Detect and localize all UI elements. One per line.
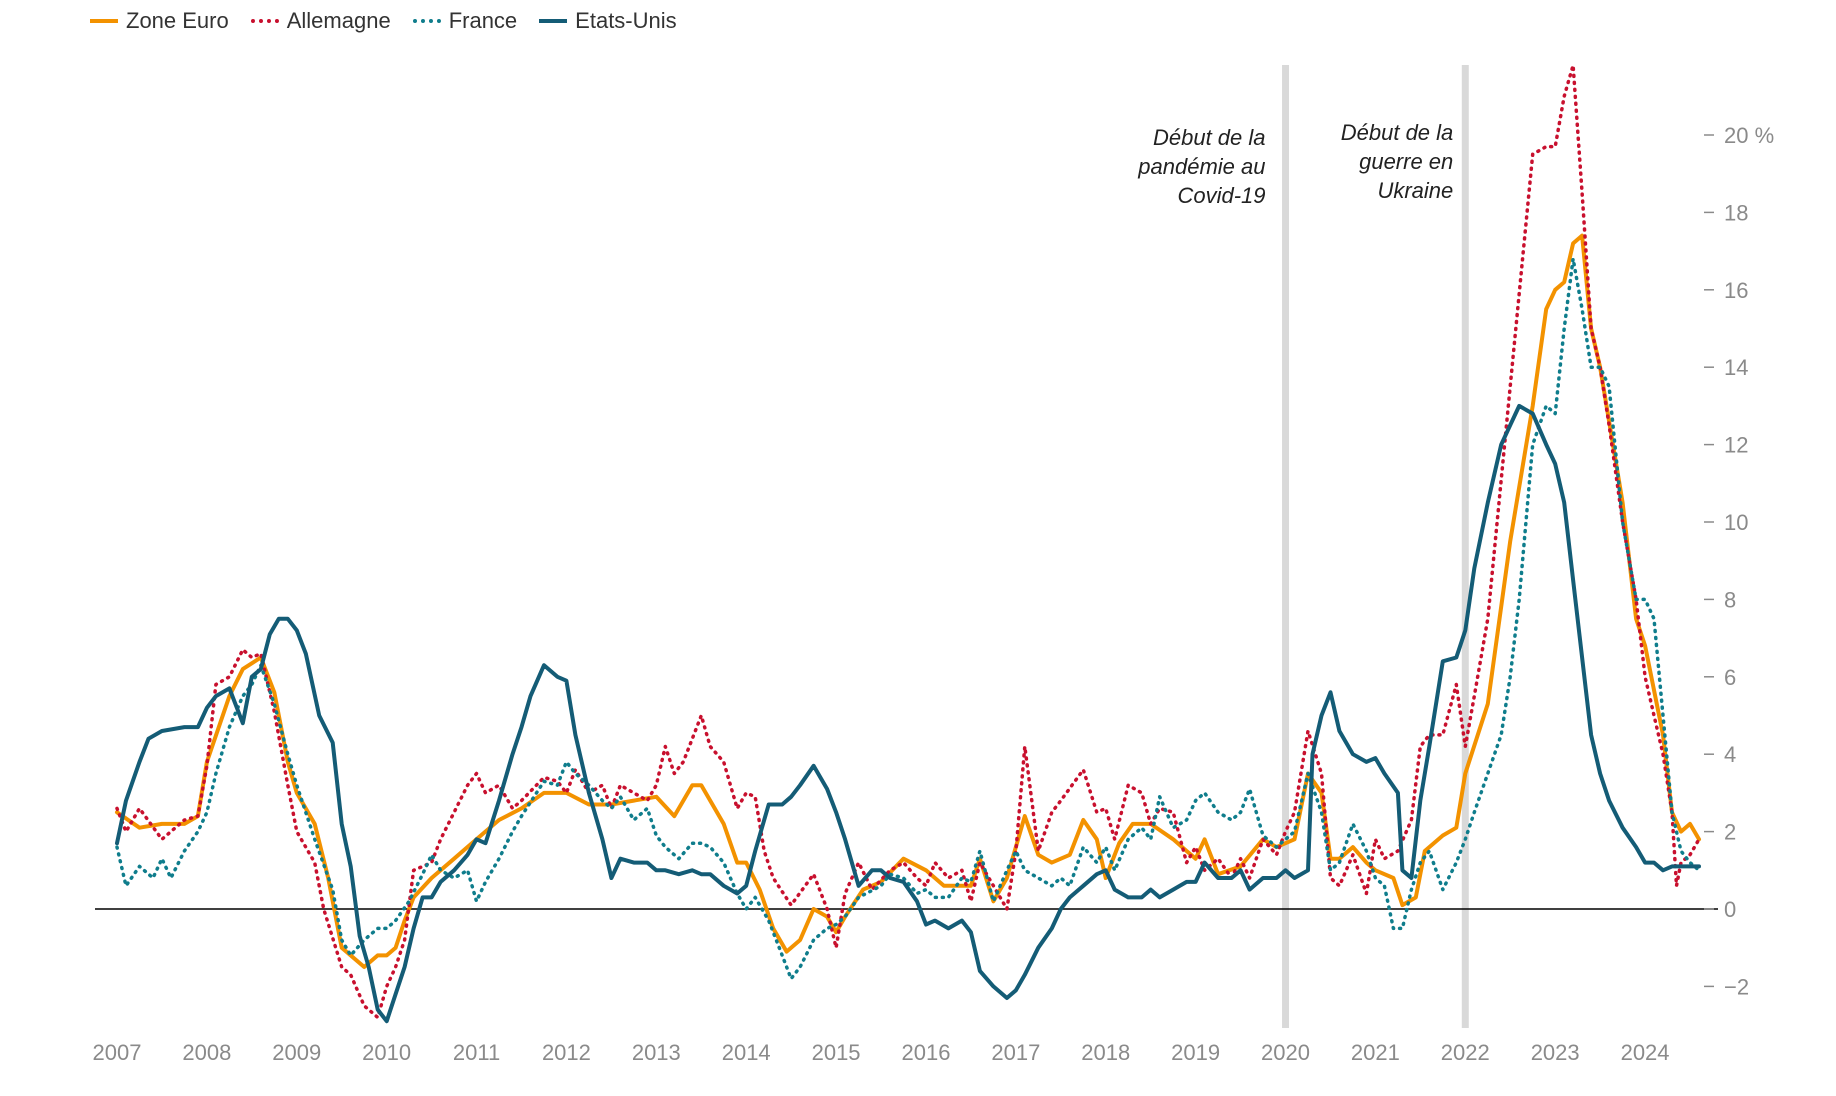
x-tick-label: 2022 bbox=[1441, 1040, 1490, 1065]
legend: Zone Euro Allemagne France Etats-Unis bbox=[90, 8, 677, 34]
y-tick-label: 6 bbox=[1724, 665, 1736, 690]
legend-swatch bbox=[412, 19, 441, 23]
legend-label: France bbox=[448, 8, 518, 33]
x-tick-label: 2012 bbox=[542, 1040, 591, 1065]
legend-item: France bbox=[412, 8, 518, 34]
series-line-allemagne bbox=[115, 63, 1701, 1020]
annotation-line-text: Début de la bbox=[1153, 125, 1266, 150]
legend-label: Etats-Unis bbox=[575, 8, 677, 33]
annotation-line-text: Début de la bbox=[1341, 120, 1454, 145]
x-tick-label: 2011 bbox=[453, 1040, 500, 1065]
y-tick-label: 20 % bbox=[1724, 123, 1774, 148]
x-tick-label: 2009 bbox=[272, 1040, 321, 1065]
annotation-text-1: Début de la guerre en Ukraine bbox=[1341, 120, 1454, 203]
x-tick-label: 2019 bbox=[1171, 1040, 1220, 1065]
y-tick-label: 16 bbox=[1724, 278, 1748, 303]
y-tick-label: 4 bbox=[1724, 742, 1736, 767]
y-tick-label: 14 bbox=[1724, 355, 1748, 380]
y-tick-label: 0 bbox=[1724, 897, 1736, 922]
legend-swatch bbox=[90, 19, 118, 23]
legend-item: Allemagne bbox=[250, 8, 391, 34]
annotation-line-text: pandémie au bbox=[1137, 154, 1265, 179]
x-tick-label: 2018 bbox=[1081, 1040, 1130, 1065]
y-tick-label: 8 bbox=[1724, 587, 1736, 612]
annotation-line-text: Ukraine bbox=[1377, 178, 1453, 203]
legend-swatch bbox=[539, 19, 568, 23]
legend-label: Allemagne bbox=[286, 8, 391, 33]
x-tick-label: 2013 bbox=[632, 1040, 681, 1065]
annotation-line-text: Covid-19 bbox=[1177, 183, 1265, 208]
y-tick-label: 10 bbox=[1724, 510, 1748, 535]
y-tick-label: −2 bbox=[1724, 974, 1749, 999]
series-line-etats-unis bbox=[115, 403, 1701, 1024]
x-tick-label: 2016 bbox=[901, 1040, 950, 1065]
y-tick-label: 12 bbox=[1724, 433, 1748, 458]
x-tick-label: 2007 bbox=[93, 1040, 142, 1065]
y-tick-label: 18 bbox=[1724, 200, 1748, 225]
annotation-text-0: Début de la pandémie au Covid-19 bbox=[1137, 125, 1265, 208]
x-tick-label: 2014 bbox=[722, 1040, 771, 1065]
annotation-line-text: guerre en bbox=[1359, 149, 1453, 174]
x-tick-label: 2008 bbox=[182, 1040, 231, 1065]
x-tick-label: 2010 bbox=[362, 1040, 411, 1065]
x-tick-label: 2017 bbox=[991, 1040, 1040, 1065]
x-tick-label: 2021 bbox=[1351, 1040, 1400, 1065]
legend-item: Zone Euro bbox=[90, 8, 229, 34]
x-tick-label: 2020 bbox=[1261, 1040, 1310, 1065]
legend-item: Etats-Unis bbox=[539, 8, 677, 34]
x-tick-label: 2023 bbox=[1531, 1040, 1580, 1065]
legend-swatch bbox=[250, 19, 279, 23]
x-tick-label: 2015 bbox=[812, 1040, 861, 1065]
legend-label: Zone Euro bbox=[126, 8, 229, 33]
y-tick-label: 2 bbox=[1724, 820, 1736, 845]
x-tick-label: 2024 bbox=[1621, 1040, 1670, 1065]
series-line-zone-euro bbox=[115, 233, 1701, 969]
series-line-france bbox=[115, 257, 1701, 981]
